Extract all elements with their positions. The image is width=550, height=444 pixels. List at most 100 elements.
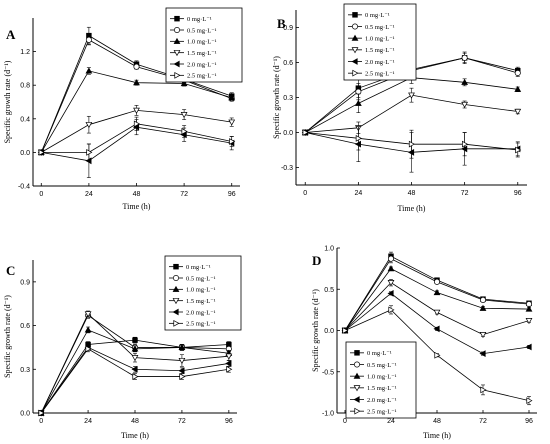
panel-label: C — [6, 263, 15, 278]
panel-label: D — [312, 253, 321, 268]
data-point — [526, 397, 533, 405]
data-point — [131, 365, 138, 373]
y-tick-label: -0.4 — [18, 184, 30, 191]
legend-marker — [174, 71, 181, 79]
legend-entry: 2.0 mg·L⁻¹ — [367, 397, 397, 404]
legend-entry: 2.0 mg·L⁻¹ — [187, 61, 217, 68]
data-point — [388, 306, 395, 314]
data-point — [133, 120, 141, 128]
data-point — [229, 138, 236, 145]
data-point — [514, 85, 522, 92]
y-axis-title: Specific growth rate (d⁻¹) — [3, 295, 12, 378]
y-axis-title: Specific growth rate (d⁻¹) — [311, 289, 320, 372]
x-tick-label: 24 — [354, 190, 362, 197]
legend-marker — [352, 12, 358, 18]
data-point — [226, 365, 233, 373]
legend-marker — [354, 407, 361, 415]
legend-marker — [173, 319, 180, 327]
y-tick-label: 0.3 — [20, 367, 30, 374]
y-tick-label: 0.8 — [20, 83, 30, 90]
x-tick-label: 96 — [228, 191, 236, 198]
data-point — [133, 63, 140, 70]
x-tick-label: 96 — [525, 418, 533, 425]
legend-entry: 2.5 mg·L⁻¹ — [367, 408, 397, 415]
panel-c: 0.0 0.3 0.6 0.9 0 24 48 72 96 Time (h) Specific gr… — [3, 255, 242, 440]
series-3 — [301, 87, 522, 137]
data-point — [85, 67, 93, 74]
legend-entry: 0.5 mg·L⁻¹ — [187, 27, 217, 34]
data-point — [514, 108, 522, 116]
y-axis-title: Specific growth rate (d⁻¹) — [3, 60, 12, 143]
legend-entry: 2.0 mg·L⁻¹ — [186, 309, 216, 316]
data-point — [38, 409, 45, 417]
data-point — [180, 79, 188, 87]
y-tick-label: 0.9 — [20, 279, 30, 286]
y-tick-label: 1.2 — [20, 49, 30, 56]
x-tick-label: 72 — [178, 418, 186, 425]
legend-marker — [173, 60, 180, 68]
data-point — [225, 360, 232, 367]
data-point — [84, 311, 92, 318]
data-point — [178, 367, 185, 375]
data-point — [228, 119, 236, 126]
legend-marker — [352, 69, 359, 77]
y-tick-label: 0.3 — [283, 95, 293, 102]
legend-entry: 1.5 mg·L⁻¹ — [365, 47, 395, 54]
data-point — [179, 373, 186, 380]
data-point — [38, 149, 45, 156]
y-axis-title: Specific growth rate (d⁻¹) — [272, 56, 281, 139]
data-point — [302, 129, 309, 136]
x-axis-title: Time (h) — [398, 204, 426, 213]
data-point — [408, 92, 415, 99]
x-tick-label: 0 — [39, 418, 43, 425]
data-point — [387, 265, 395, 272]
data-point — [461, 101, 469, 109]
x-tick-label: 0 — [303, 190, 307, 197]
legend-entry: 0 mg·L⁻¹ — [367, 350, 392, 357]
data-point — [408, 140, 416, 148]
legend-marker — [353, 385, 361, 392]
series-2 — [341, 265, 533, 334]
x-tick-label: 72 — [180, 191, 188, 198]
y-tick-label: -0.5 — [322, 369, 334, 376]
data-point — [132, 373, 139, 380]
legend-marker — [172, 285, 180, 292]
series-5 — [342, 305, 533, 406]
legend-marker — [172, 274, 180, 282]
x-tick-label: 24 — [85, 191, 93, 198]
legend-entry: 1.0 mg·L⁻¹ — [365, 35, 395, 42]
legend-marker — [351, 34, 359, 41]
panel-d: -1.0 -0.5 0.0 0.5 1.0 0 24 48 72 96 Time (h) Specif… — [311, 246, 537, 440]
legend-marker — [173, 263, 179, 270]
x-tick-label: 0 — [39, 191, 43, 198]
data-point — [480, 386, 487, 394]
legend-entry: 2.5 mg·L⁻¹ — [187, 73, 217, 80]
series-3 — [37, 310, 233, 417]
legend-entry: 2.5 mg·L⁻¹ — [186, 321, 216, 328]
y-tick-label: 0.6 — [20, 323, 30, 330]
legend: 0 mg·L⁻¹ 0.5 mg·L⁻¹ 1.0 mg·L⁻¹ 1.5 mg·L⁻¹ 2.… — [345, 341, 417, 419]
data-point — [479, 350, 486, 357]
data-point — [228, 94, 236, 101]
legend-marker — [173, 37, 181, 44]
y-tick-label: 0.0 — [20, 150, 30, 157]
data-point — [479, 296, 487, 303]
series-line — [305, 77, 518, 133]
data-point — [132, 337, 138, 343]
series-2 — [301, 71, 522, 136]
data-point — [525, 343, 532, 351]
legend-entry: 1.0 mg·L⁻¹ — [187, 39, 217, 46]
data-point — [434, 351, 441, 359]
legend-entry: 2.0 mg·L⁻¹ — [365, 59, 395, 66]
data-point — [387, 280, 395, 287]
legend-marker — [353, 372, 361, 379]
legend-marker — [353, 361, 361, 368]
data-point — [86, 149, 93, 156]
legend-entry: 1.5 mg·L⁻¹ — [367, 385, 397, 392]
data-point — [355, 134, 362, 142]
series-5 — [38, 345, 233, 417]
y-tick-label: 1.0 — [324, 246, 334, 253]
data-point — [85, 122, 93, 129]
legend-entry: 1.5 mg·L⁻¹ — [187, 50, 217, 57]
